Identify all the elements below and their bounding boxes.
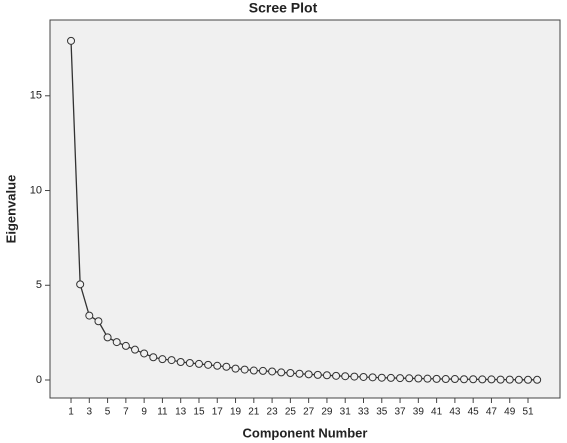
x-tick-label: 49	[504, 407, 516, 418]
point	[67, 36, 76, 45]
point	[76, 280, 85, 289]
point	[286, 368, 295, 377]
point	[231, 364, 240, 373]
x-tick-label: 29	[321, 407, 333, 418]
x-tick-label: 15	[193, 407, 205, 418]
point	[112, 338, 121, 347]
x-tick-label: 11	[157, 407, 168, 418]
x-tick-label: 9	[141, 407, 147, 418]
point	[359, 372, 368, 381]
point	[85, 311, 94, 320]
point	[386, 373, 395, 382]
chart-title: Scree Plot	[249, 0, 318, 16]
point	[304, 370, 313, 379]
point	[313, 370, 322, 379]
y-tick-label: 5	[36, 279, 42, 291]
x-tick-label: 23	[267, 407, 279, 418]
point	[341, 372, 350, 381]
point	[405, 374, 414, 383]
point	[103, 333, 112, 342]
point	[176, 358, 185, 366]
point	[268, 367, 277, 376]
x-tick-label: 37	[394, 407, 406, 418]
point	[478, 375, 487, 384]
point	[505, 375, 514, 384]
x-tick-label: 3	[87, 407, 93, 418]
point	[322, 371, 331, 380]
point	[258, 366, 267, 375]
point	[414, 374, 423, 383]
x-tick-label: 47	[486, 407, 498, 418]
x-tick-label: 33	[358, 407, 370, 418]
x-tick-label: 7	[123, 407, 129, 418]
x-tick-label: 19	[230, 407, 242, 418]
y-tick-label: 10	[30, 184, 42, 196]
point	[487, 375, 496, 384]
point	[460, 375, 469, 384]
x-tick-label: 41	[431, 407, 443, 418]
x-tick-label: 25	[285, 407, 297, 418]
x-tick-label: 13	[175, 407, 187, 418]
point	[514, 375, 523, 384]
point	[140, 349, 149, 358]
x-tick-label: 27	[303, 407, 315, 418]
point	[432, 374, 441, 383]
x-tick-label: 5	[105, 407, 111, 418]
point	[332, 371, 341, 380]
x-axis-title: Component Number	[243, 425, 368, 440]
point	[158, 355, 167, 364]
point	[121, 341, 130, 350]
y-tick-label: 0	[36, 374, 42, 386]
x-tick-label: 31	[340, 407, 352, 418]
point	[469, 375, 478, 384]
point	[368, 373, 377, 382]
x-tick-label: 21	[248, 407, 260, 418]
point	[94, 317, 103, 326]
x-tick-label: 45	[468, 407, 480, 418]
point	[185, 358, 194, 367]
point	[204, 360, 213, 369]
point	[441, 375, 450, 384]
point	[450, 375, 459, 384]
point	[533, 375, 542, 384]
point	[396, 374, 405, 383]
point	[249, 366, 258, 375]
point	[213, 361, 222, 370]
point	[496, 375, 505, 384]
point	[524, 375, 533, 384]
x-tick-label: 1	[68, 407, 74, 418]
point	[240, 365, 249, 374]
point	[277, 368, 286, 377]
point	[222, 362, 231, 371]
point	[423, 374, 432, 383]
x-tick-label: 35	[376, 407, 388, 418]
x-tick-label: 43	[449, 407, 461, 418]
point	[167, 356, 176, 365]
plot-area	[49, 19, 561, 399]
point	[194, 359, 203, 368]
point	[295, 369, 304, 378]
point	[350, 372, 359, 381]
y-axis-title: Eigenvalue	[3, 175, 18, 244]
y-tick-label: 15	[30, 90, 42, 102]
point	[377, 373, 386, 382]
line	[70, 40, 538, 381]
x-tick-label: 39	[413, 407, 425, 418]
x-tick-label: 17	[212, 407, 224, 418]
point	[131, 345, 139, 354]
x-tick-label: 51	[522, 407, 534, 418]
point	[149, 353, 158, 362]
